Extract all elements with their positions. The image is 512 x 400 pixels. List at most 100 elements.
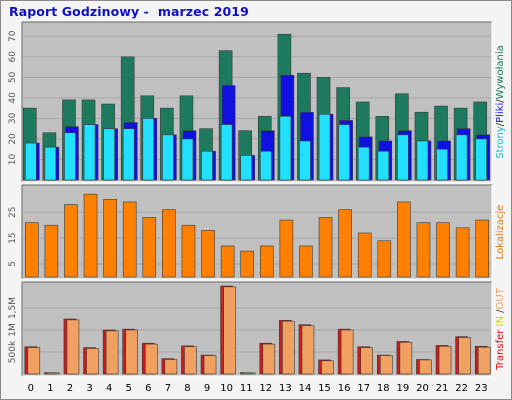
bar-lokalizacje-6 [142, 217, 157, 278]
x-tick-label: 17 [357, 383, 370, 394]
legend-part: Pliki [495, 103, 506, 123]
bar-lokalizacje-18 [377, 240, 392, 278]
x-tick-label: 16 [338, 383, 351, 394]
y-tick-label: 500k [8, 340, 18, 363]
x-tick-label: 9 [204, 383, 210, 394]
bar-lokalizacje-16 [338, 209, 352, 278]
bar-out-3 [86, 348, 99, 375]
bar-out-10 [223, 286, 236, 375]
bar-strony-17 [357, 146, 370, 181]
x-tick-label: 14 [299, 383, 312, 394]
bar-strony-19 [397, 134, 409, 181]
bar-strony-21 [436, 148, 448, 181]
x-tick-label: 11 [240, 383, 253, 394]
bar-out-1 [47, 372, 60, 375]
bar-lokalizacje-19 [397, 201, 411, 278]
bar-lokalizacje-0 [24, 222, 39, 278]
bar-out-11 [242, 372, 256, 375]
panel-3: 500k 1M 1,5M Transfer IN /OUT [8, 281, 506, 377]
legend-part: Lokalizacje [495, 205, 506, 260]
report-title: Raport Godzinowy - marzec 2019 [9, 4, 249, 19]
x-tick-label: 20 [416, 383, 429, 394]
bar-strony-11 [240, 155, 253, 181]
x-tick-label: 21 [436, 383, 449, 394]
x-tick-label: 3 [86, 383, 92, 394]
x-tick-label: 19 [397, 383, 410, 394]
bar-lokalizacje-13 [279, 219, 294, 278]
bar-strony-15 [318, 113, 331, 181]
x-tick-label: 13 [279, 383, 292, 394]
y-tick-label: 10 [8, 153, 18, 165]
x-tick-label: 1 [47, 383, 53, 394]
x-tick-label: 23 [475, 383, 488, 394]
bar-lokalizacje-1 [44, 224, 59, 278]
bar-strony-8 [181, 138, 194, 181]
bar-out-9 [203, 355, 217, 375]
bar-out-18 [379, 355, 393, 375]
panel-background [22, 282, 492, 376]
bar-strony-23 [475, 138, 488, 181]
bar-out-17 [360, 347, 374, 375]
bar-lokalizacje-3 [83, 193, 98, 278]
bar-lokalizacje-7 [162, 209, 176, 278]
legend-part: Wywołania [495, 45, 506, 99]
bar-strony-5 [122, 128, 135, 181]
y-tick-label: 25 [8, 207, 18, 218]
bar-out-22 [458, 337, 471, 375]
bar-lokalizacje-23 [475, 219, 490, 278]
legend-part: / [495, 99, 506, 103]
y-tick-label: 1M [8, 323, 18, 337]
bar-strony-10 [220, 124, 233, 181]
bar-strony-1 [44, 146, 57, 181]
y-tick-label: 50 [8, 71, 18, 83]
bar-strony-2 [64, 132, 76, 181]
bar-strony-6 [142, 118, 155, 181]
bar-strony-22 [455, 134, 468, 181]
y-tick-label: 30 [8, 112, 18, 124]
bar-strony-20 [416, 140, 429, 181]
bar-lokalizacje-17 [357, 232, 372, 278]
bar-out-13 [282, 320, 295, 375]
bar-strony-16 [338, 124, 350, 181]
y-tick-label: 60 [8, 51, 18, 63]
x-tick-label: 4 [106, 383, 112, 394]
legend-part: OUT [495, 287, 506, 309]
panel-background [22, 185, 492, 279]
x-tick-label: 8 [184, 383, 190, 394]
bar-strony-4 [103, 128, 115, 181]
bar-strony-9 [201, 150, 213, 181]
bar-out-0 [27, 347, 41, 375]
x-tick-label: 0 [28, 383, 34, 394]
y-tick-label: 1,5M [8, 297, 18, 319]
legend-part: Strony [495, 126, 506, 159]
bar-lokalizacje-5 [122, 201, 137, 278]
panel-background [22, 22, 492, 182]
bar-out-20 [419, 359, 432, 375]
series-legend: Lokalizacje [495, 205, 506, 260]
bar-lokalizacje-14 [299, 245, 313, 278]
bar-out-4 [105, 330, 119, 375]
bar-out-8 [184, 346, 197, 375]
bar-lokalizacje-10 [220, 245, 235, 278]
x-tick-label: 12 [259, 383, 272, 394]
bar-out-19 [399, 342, 413, 375]
bar-strony-7 [162, 134, 174, 181]
bar-lokalizacje-20 [416, 222, 431, 278]
bar-out-14 [301, 325, 315, 375]
panel-2: 5 15 25 Lokalizacje [8, 184, 506, 280]
bar-lokalizacje-22 [455, 227, 470, 278]
bar-out-23 [477, 346, 491, 375]
legend-part: / [495, 309, 506, 313]
legend-part: / [495, 122, 506, 126]
bar-strony-0 [24, 142, 37, 181]
bar-out-5 [125, 329, 139, 375]
x-tick-label: 15 [318, 383, 331, 394]
bar-lokalizacje-21 [436, 222, 450, 278]
bar-strony-14 [299, 140, 311, 181]
x-tick-label: 10 [220, 383, 233, 394]
bar-lokalizacje-15 [318, 217, 333, 278]
y-tick-label: 20 [8, 133, 18, 145]
bar-lokalizacje-4 [103, 199, 117, 278]
x-tick-label: 7 [165, 383, 171, 394]
